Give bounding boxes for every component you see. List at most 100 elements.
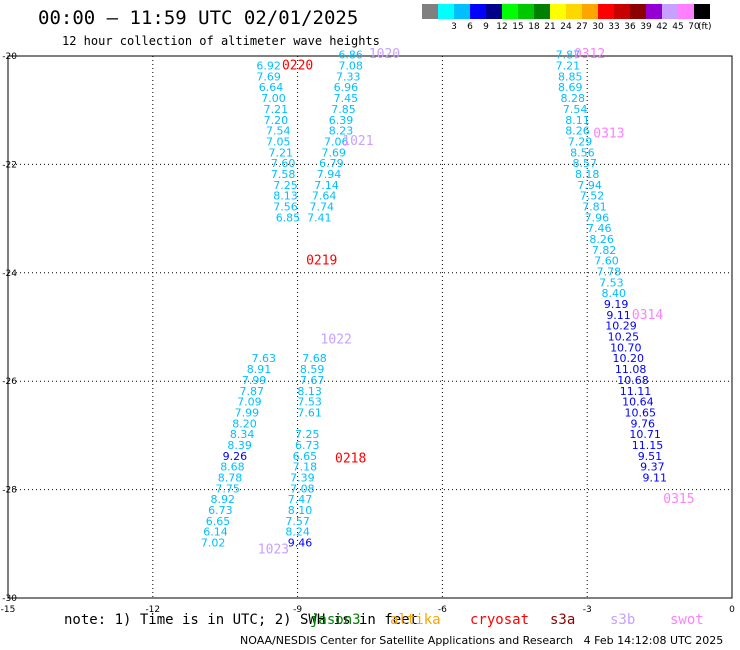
- pass-label: 0220: [282, 59, 313, 74]
- satellite-cryosat: cryosat: [470, 612, 530, 628]
- legend-swatch: [630, 4, 646, 19]
- x-tick-label: -15: [1, 605, 16, 615]
- wave-height-value: 8.20: [232, 417, 257, 430]
- legend-label: 21: [544, 22, 556, 32]
- legend-swatch: [422, 4, 438, 19]
- pass-label: 0219: [306, 254, 337, 269]
- wave-height-value: 10.25: [608, 331, 640, 344]
- pass-label: 0315: [663, 492, 694, 507]
- wave-height-value: 7.69: [256, 70, 281, 83]
- legend-label: 6: [467, 22, 473, 32]
- wave-height-value: 7.33: [336, 70, 361, 83]
- satellite-s3a: s3a: [550, 612, 576, 628]
- pass-label: 1021: [342, 134, 373, 149]
- legend-label: 3: [451, 22, 457, 32]
- wave-height-value: 7.18: [293, 461, 318, 474]
- legend-label: 12: [496, 22, 508, 32]
- wave-height-value: 7.81: [582, 200, 607, 213]
- wave-height-value: 6.92: [256, 60, 281, 73]
- wave-height-value: 7.54: [563, 103, 588, 116]
- legend-label: 24: [560, 22, 572, 32]
- wave-height-value: 10.29: [605, 320, 637, 333]
- chart-title: 00:00 – 11:59 UTC 02/01/2025: [38, 7, 359, 29]
- legend-label: 27: [576, 22, 588, 32]
- y-tick-label: -24: [2, 269, 17, 279]
- pass-label: 1023: [258, 543, 289, 558]
- wave-height-value: 6.73: [208, 504, 233, 517]
- wave-height-value: 10.70: [610, 341, 642, 354]
- wave-height-value: 8.39: [227, 439, 252, 452]
- wave-height-value: 8.92: [211, 493, 236, 506]
- legend-swatch: [582, 4, 598, 19]
- x-tick-label: -3: [583, 605, 592, 615]
- legend-swatch: [534, 4, 550, 19]
- legend-swatch: [518, 4, 534, 19]
- legend-swatch: [486, 4, 502, 19]
- wave-height-value: 7.53: [297, 396, 322, 409]
- wave-height-value: 8.26: [565, 125, 590, 138]
- wave-height-value: 7.41: [307, 211, 332, 224]
- wave-height-value: 7.57: [285, 515, 310, 528]
- wave-height-value: 7.06: [324, 135, 349, 148]
- satellite-altika: altika: [390, 612, 441, 628]
- legend-swatch: [470, 4, 486, 19]
- wave-height-value: 8.78: [218, 471, 243, 484]
- wave-height-value: 9.26: [223, 450, 248, 463]
- wave-height-value: 6.86: [338, 49, 363, 62]
- legend-label: 39: [640, 22, 652, 32]
- legend-swatch: [438, 4, 454, 19]
- wave-height-value: 7.58: [271, 168, 296, 181]
- wave-height-value: 11.15: [632, 439, 664, 452]
- wave-height-value: 7.25: [295, 428, 320, 441]
- legend-label: 15: [512, 22, 524, 32]
- wave-height-value: 6.73: [295, 439, 320, 452]
- legend-swatch: [662, 4, 678, 19]
- legend-label: 33: [608, 22, 620, 32]
- pass-label: 0313: [593, 126, 624, 141]
- wave-height-value: 7.99: [242, 374, 267, 387]
- legend-label: 18: [528, 22, 540, 32]
- legend-swatch: [550, 4, 566, 19]
- wave-height-value: 7.82: [592, 244, 617, 257]
- wave-height-value: 7.94: [317, 168, 342, 181]
- y-tick-label: -22: [2, 160, 17, 170]
- wave-height-value: 7.96: [585, 211, 610, 224]
- wave-height-value: 7.47: [288, 493, 313, 506]
- pass-label: 1020: [369, 47, 400, 62]
- wave-height-value: 7.69: [322, 146, 347, 159]
- satellite-jason3: jason3: [310, 612, 361, 628]
- wave-height-value: 9.19: [604, 298, 629, 311]
- legend-swatch: [502, 4, 518, 19]
- wave-height-value: 9.46: [288, 537, 313, 550]
- wave-height-value: 8.34: [230, 428, 255, 441]
- y-tick-label: -28: [2, 486, 17, 496]
- wave-height-value: 8.23: [329, 125, 354, 138]
- wave-height-value: 7.56: [273, 200, 298, 213]
- wave-height-value: 9.11: [606, 309, 631, 322]
- wave-height-value: 7.21: [264, 103, 289, 116]
- legend-label: 45: [672, 22, 684, 32]
- wave-height-value: 8.85: [558, 70, 583, 83]
- wave-height-value: 10.20: [612, 352, 644, 365]
- wave-height-value: 7.99: [235, 406, 260, 419]
- wave-height-value: 7.61: [297, 406, 322, 419]
- wave-height-value: 7.68: [302, 352, 327, 365]
- credit-line: NOAA/NESDIS Center for Satellite Applica…: [240, 634, 723, 647]
- legend-swatch: [614, 4, 630, 19]
- legend-label: 36: [624, 22, 636, 32]
- wave-height-value: 9.51: [638, 450, 663, 463]
- wave-height-value: 7.60: [594, 255, 619, 268]
- wave-height-value: 7.20: [264, 114, 289, 127]
- footer-note: note: 1) Time is in UTC; 2) SWH is in fe…: [64, 612, 419, 628]
- wave-height-value: 7.67: [300, 374, 325, 387]
- wave-height-value: 8.40: [601, 287, 626, 300]
- wave-height-value: 11.11: [620, 385, 652, 398]
- y-tick-label: -20: [2, 52, 17, 62]
- x-tick-label: -12: [145, 605, 160, 615]
- wave-height-value: 8.57: [573, 157, 598, 170]
- satellite-swot: swot: [670, 612, 704, 628]
- y-tick-label: -26: [2, 377, 17, 387]
- pass-label: 0314: [632, 308, 663, 323]
- wave-height-value: 7.21: [556, 60, 581, 73]
